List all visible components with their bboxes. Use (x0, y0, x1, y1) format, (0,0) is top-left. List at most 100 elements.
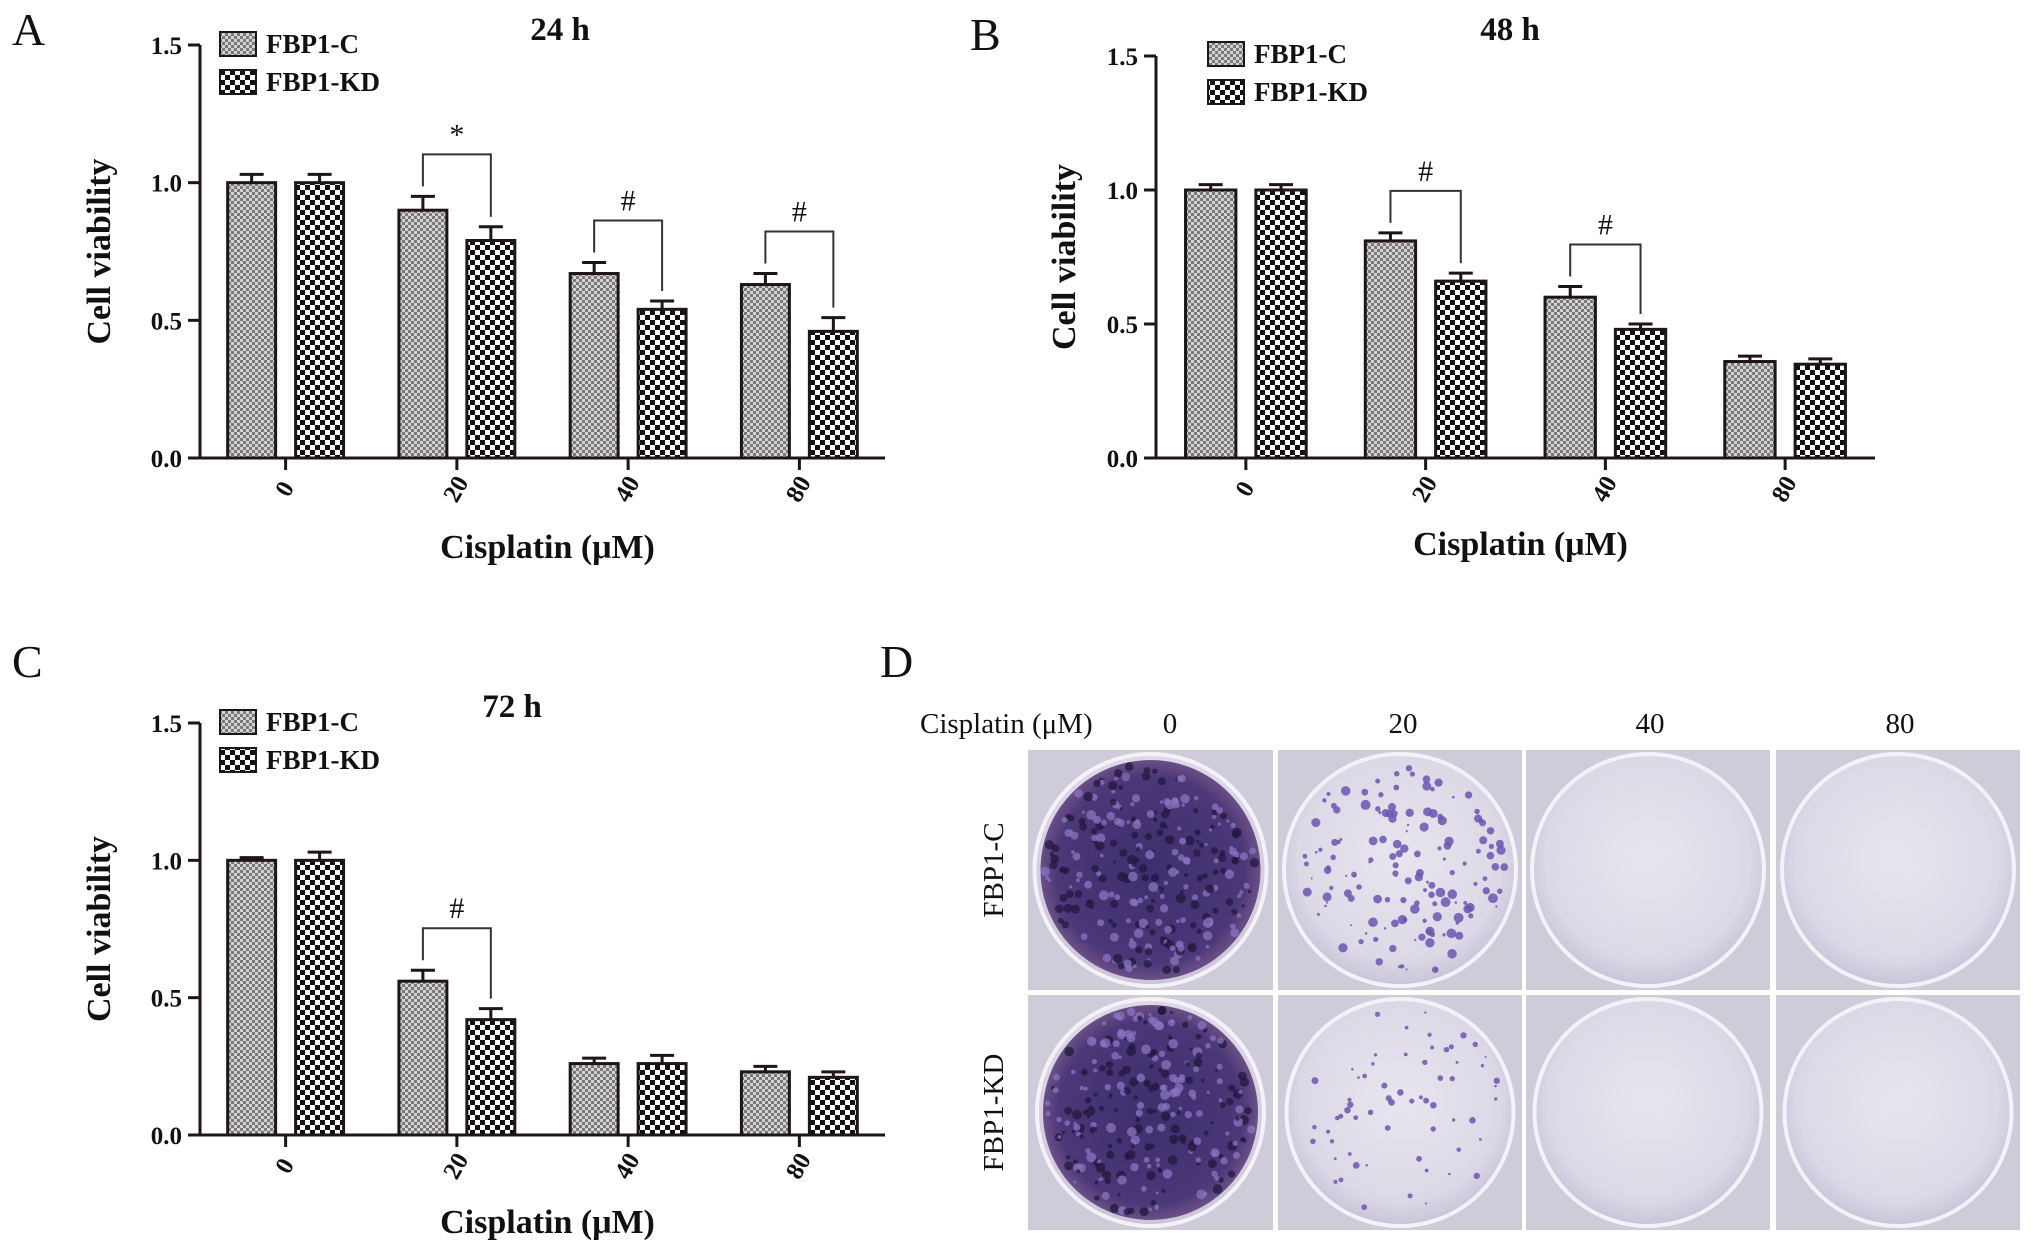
colony-spot (1495, 839, 1504, 848)
colony-spot (1134, 818, 1140, 824)
colony-spot (1113, 769, 1123, 778)
colony-spot (1415, 869, 1424, 877)
colony-spot (1149, 1064, 1154, 1069)
x-tick-label: 20 (438, 1149, 474, 1184)
bar-fbp1-kd-80 (807, 1075, 859, 1137)
colony-spot (1326, 1129, 1331, 1134)
colony-spot (1073, 1163, 1082, 1172)
colony-spot (1176, 1110, 1182, 1115)
plate-dish (1282, 752, 1518, 988)
colony-spot (1164, 925, 1173, 934)
colony-spot (1180, 917, 1186, 923)
colony-spot (1491, 863, 1500, 871)
colony-spot (1204, 842, 1208, 847)
colony-spot (1351, 1067, 1354, 1071)
x-tick-label: 80 (1767, 472, 1803, 507)
colony-spot (1098, 874, 1107, 883)
chart-title: 24 h (530, 12, 590, 48)
panel-b-chart: B 48 h 0.0 0.5 1.0 1.5 Cell viability Cisplatin… (970, 9, 1875, 563)
colony-spot (1063, 903, 1073, 913)
colony-spot (1137, 897, 1144, 904)
colony-spot (1141, 1044, 1151, 1055)
colony-spot (1189, 1047, 1193, 1051)
colony-spot (1111, 789, 1116, 794)
colony-spot (1311, 1077, 1319, 1085)
colony-spot (1083, 792, 1093, 802)
x-tick-label: 40 (610, 1149, 646, 1184)
colony-spot (1205, 1042, 1211, 1049)
colony-spot (1322, 892, 1332, 902)
colony-spot (1226, 1097, 1234, 1106)
colony-spot (1101, 1170, 1112, 1180)
colony-spot (1121, 772, 1130, 782)
colony-spot (1119, 848, 1128, 857)
colony-spot (1143, 1020, 1148, 1025)
panel-letter: B (970, 9, 1001, 60)
colony-spot (1064, 829, 1073, 837)
colony-spot (1161, 1059, 1172, 1070)
colony-spot (1389, 853, 1397, 860)
bar-fbp1-kd-20 (465, 1018, 517, 1137)
colony-spot (1148, 1207, 1152, 1212)
legend-label: FBP1-KD (266, 745, 380, 775)
colony-spot (1145, 1125, 1154, 1134)
colony-spot (1064, 1106, 1073, 1115)
colony-spot (1229, 845, 1234, 850)
colony-spot (1375, 958, 1383, 966)
colony-spot (1397, 915, 1408, 925)
colony-spot (1144, 1143, 1153, 1152)
colony-spot (1157, 1006, 1167, 1015)
colony-spot (1424, 1168, 1429, 1173)
colony-spot (1442, 857, 1446, 861)
colony-spot (1347, 1097, 1352, 1102)
colony-spot (1196, 874, 1204, 882)
colony-spot (1177, 826, 1182, 831)
y-axis-label: Cell viability (81, 158, 118, 344)
colony-spot (1249, 858, 1260, 868)
colony-spot (1437, 816, 1447, 826)
colony-spot (1141, 772, 1151, 781)
colony-spot (1206, 1090, 1210, 1095)
colony-spot (1430, 1126, 1436, 1132)
colony-spot (1089, 1126, 1098, 1134)
colony-spot (1136, 1073, 1146, 1083)
colony-spot (1114, 776, 1118, 781)
colony-spot (1145, 850, 1155, 860)
colony-spot (1172, 797, 1179, 804)
colony-spot (1394, 771, 1400, 777)
legend-label: FBP1-KD (266, 67, 380, 97)
colony-spot (1091, 1058, 1098, 1065)
colony-spot (1143, 1156, 1150, 1163)
y-axis-label: Cell viability (1046, 164, 1083, 350)
colony-spot (1424, 1202, 1428, 1205)
colony-spot (1070, 831, 1079, 840)
colony-spot (1178, 1106, 1183, 1111)
colony-spot (1347, 1101, 1354, 1108)
colony-spot (1331, 838, 1339, 846)
colony-spot (1311, 817, 1321, 828)
colony-spot (1434, 778, 1443, 787)
colony-spot (1443, 841, 1452, 850)
legend-swatch (219, 69, 257, 95)
bar-fbp1-kd-0 (294, 858, 346, 1137)
bar-fbp1-c-20 (397, 979, 449, 1137)
colony-spot (1388, 1099, 1395, 1106)
colony-spot (1239, 1077, 1250, 1087)
colony-spot (1211, 809, 1218, 816)
colony-spot (1347, 1152, 1352, 1156)
colony-spot (1108, 780, 1118, 791)
colony-spot (1217, 853, 1227, 862)
colony-spot (1232, 1151, 1240, 1159)
colony-spot (1364, 932, 1368, 935)
bar-fbp1-kd-80 (807, 329, 859, 460)
colony-spot (1247, 1125, 1256, 1134)
colony-spot (1361, 788, 1369, 796)
colony-spot (1230, 923, 1236, 929)
colony-spot (1432, 901, 1438, 907)
colony-spot (1129, 1077, 1139, 1087)
colony-spot (1170, 1124, 1180, 1134)
panel-letter: C (12, 636, 43, 687)
colony-spot (1340, 786, 1351, 796)
colony-spot (1064, 1161, 1074, 1171)
colony-spot (1460, 1032, 1467, 1039)
